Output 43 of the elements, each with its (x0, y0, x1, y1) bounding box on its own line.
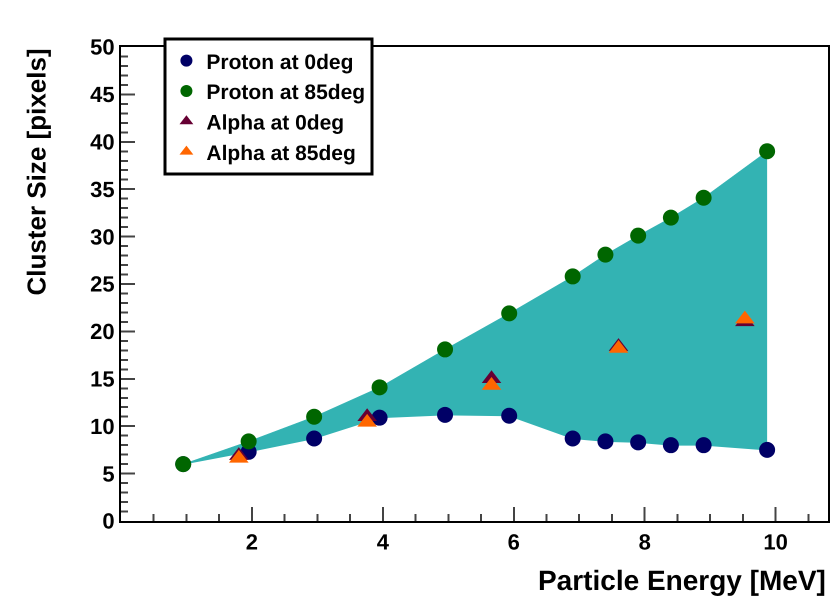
y-axis-title: Cluster Size [pixels] (22, 48, 52, 296)
x-tick-label: 8 (638, 529, 651, 554)
point (372, 379, 388, 396)
point (564, 430, 581, 447)
point (306, 408, 322, 425)
y-tick-label: 30 (90, 224, 115, 250)
legend-label: Proton at 0deg (206, 50, 354, 74)
point (306, 430, 322, 447)
point (372, 410, 388, 426)
y-tick-label: 5 (102, 461, 115, 486)
y-tick-label: 40 (90, 130, 115, 154)
point (597, 246, 614, 263)
y-tick-label: 50 (90, 34, 115, 60)
x-tick-label: 6 (508, 529, 520, 554)
point (630, 434, 646, 450)
y-tick-label: 25 (90, 272, 115, 297)
legend-label: Alpha at 0deg (206, 111, 344, 134)
point (696, 190, 712, 206)
point (630, 228, 646, 244)
point (240, 433, 257, 450)
point (597, 433, 614, 450)
x-tick-label: 10 (763, 529, 788, 554)
point (662, 210, 679, 226)
y-tick-label: 0 (102, 508, 115, 534)
x-tick-label: 4 (376, 529, 390, 554)
point (437, 406, 454, 423)
y-tick-label: 15 (90, 366, 115, 392)
point (662, 437, 679, 454)
y-tick-label: 45 (90, 82, 115, 108)
point (759, 143, 776, 160)
point (437, 341, 454, 358)
point (696, 437, 712, 454)
point (564, 268, 581, 284)
y-tick-label: 10 (90, 414, 115, 439)
x-axis-title: Particle Energy [MeV] (538, 565, 826, 596)
x-tick-label: 2 (246, 529, 258, 554)
point (501, 408, 518, 424)
y-tick-label: 35 (90, 176, 115, 202)
point (501, 305, 518, 322)
y-tick-label: 20 (90, 319, 115, 344)
legend-label: Alpha at 85deg (206, 142, 356, 165)
point (759, 442, 776, 458)
legend-label: Proton at 85deg (206, 81, 366, 104)
